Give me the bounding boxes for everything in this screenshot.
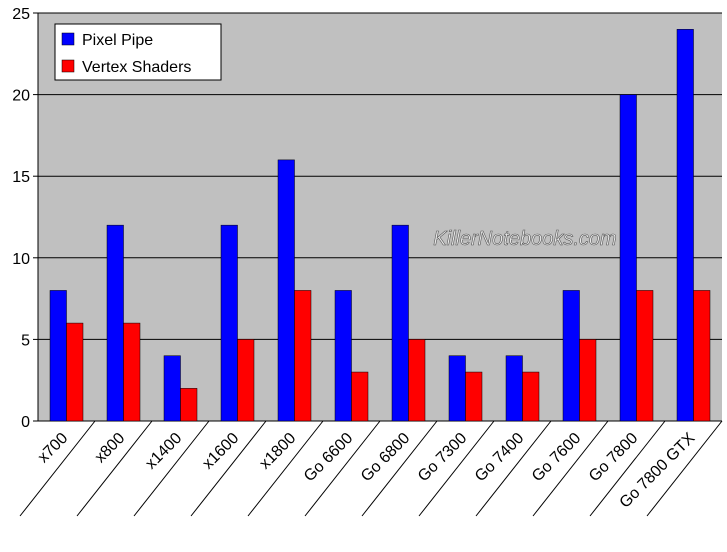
bar bbox=[237, 339, 255, 422]
bar bbox=[123, 322, 141, 422]
legend-swatch bbox=[61, 59, 75, 73]
bar bbox=[676, 29, 694, 422]
x-tick-label: x700 bbox=[35, 430, 72, 467]
x-tick bbox=[19, 420, 96, 517]
y-tick-label: 25 bbox=[12, 6, 30, 23]
bar bbox=[106, 224, 124, 422]
x-tick bbox=[532, 420, 609, 517]
bar bbox=[562, 290, 580, 422]
bar bbox=[294, 290, 312, 422]
bar bbox=[522, 371, 540, 422]
x-tick-label: x1600 bbox=[199, 430, 242, 473]
bar bbox=[334, 290, 352, 422]
bar bbox=[505, 355, 523, 422]
x-tick bbox=[361, 420, 438, 517]
bar bbox=[408, 339, 426, 422]
plot-area bbox=[38, 13, 722, 421]
bar bbox=[579, 339, 597, 422]
legend-box bbox=[54, 23, 222, 81]
x-tick bbox=[589, 420, 666, 517]
y-tick-label: 15 bbox=[12, 169, 30, 186]
bar bbox=[163, 355, 181, 422]
watermark: KillerNotebooks.com bbox=[433, 228, 616, 250]
x-tick-label: x1800 bbox=[256, 430, 299, 473]
legend-swatch bbox=[61, 32, 75, 46]
legend-label: Pixel Pipe bbox=[82, 32, 153, 49]
bar bbox=[465, 371, 483, 422]
bar bbox=[693, 290, 711, 422]
x-tick bbox=[76, 420, 153, 517]
y-tick-label: 0 bbox=[21, 414, 30, 431]
x-tick-label: x1400 bbox=[142, 430, 185, 473]
y-tick-label: 20 bbox=[12, 88, 30, 105]
y-tick-label: 10 bbox=[12, 251, 30, 268]
x-tick bbox=[190, 420, 267, 517]
bar bbox=[277, 159, 295, 422]
bar bbox=[351, 371, 369, 422]
bar bbox=[636, 290, 654, 422]
bar bbox=[391, 224, 409, 422]
x-tick bbox=[304, 420, 381, 517]
legend-label: Vertex Shaders bbox=[82, 59, 191, 76]
bar bbox=[220, 224, 238, 422]
bar bbox=[180, 388, 198, 422]
x-tick bbox=[475, 420, 552, 517]
y-tick-label: 5 bbox=[21, 332, 30, 349]
bar bbox=[448, 355, 466, 422]
x-tick-label: x800 bbox=[92, 430, 129, 467]
x-tick bbox=[418, 420, 495, 517]
x-tick bbox=[247, 420, 324, 517]
x-tick bbox=[133, 420, 210, 517]
x-tick bbox=[646, 420, 723, 517]
bar bbox=[66, 322, 84, 422]
bar bbox=[619, 94, 637, 422]
bar bbox=[49, 290, 67, 422]
